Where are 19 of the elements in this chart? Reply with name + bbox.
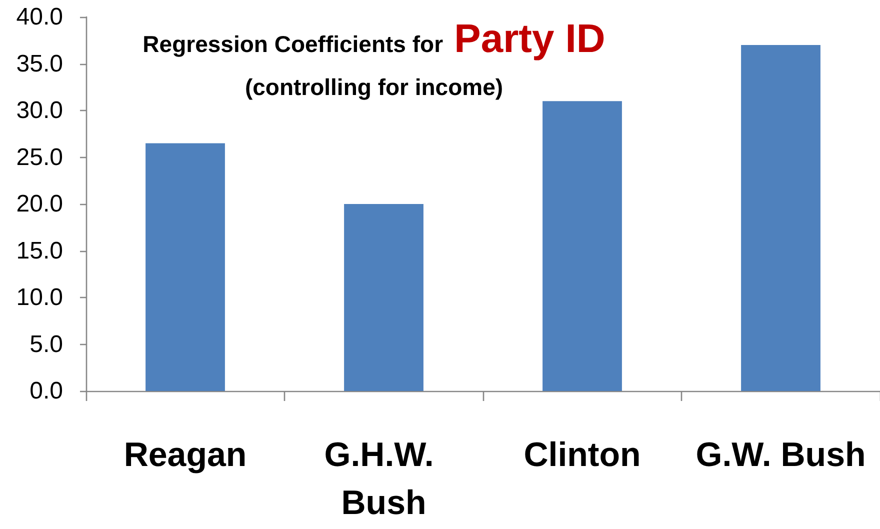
bar: [542, 101, 622, 391]
y-tick-label: 35.0: [16, 50, 63, 78]
chart-title: Regression Coefficients for Party ID: [142, 16, 606, 63]
y-tick-label: 20.0: [16, 190, 63, 218]
y-tick-label: 5.0: [30, 330, 63, 358]
bar: [146, 143, 225, 391]
x-tick-label: Clinton: [524, 436, 641, 474]
bar: [741, 45, 820, 391]
y-tick-label: 30.0: [16, 97, 63, 124]
x-tick-label: Reagan: [124, 436, 247, 474]
y-tick-label: 0.0: [30, 378, 63, 404]
x-tick-label: G.W. Bush: [696, 436, 866, 474]
bar: [344, 204, 424, 391]
y-tick-label: 10.0: [16, 284, 63, 311]
y-tick-label: 15.0: [16, 237, 63, 264]
x-tick-label: G.H.W. Bush: [324, 436, 444, 522]
y-tick-label: 40.0: [16, 4, 63, 30]
text: (controlling for income): [244, 73, 504, 101]
y-tick-label: 25.0: [16, 144, 63, 171]
